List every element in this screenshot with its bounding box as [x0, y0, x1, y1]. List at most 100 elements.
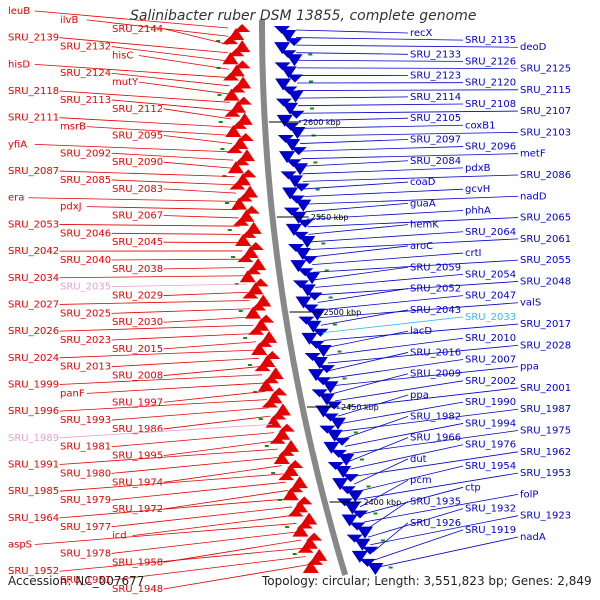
gene-feature-right: [274, 26, 291, 34]
gene-leader-left: [111, 179, 236, 186]
gene-feature-right: [275, 78, 292, 91]
gene-leader-right: [296, 44, 519, 48]
gene-label-left: SRU_1993: [60, 415, 111, 426]
gene-leader-right: [376, 536, 519, 568]
gene-feature-left: [226, 145, 243, 154]
gene-label-left: SRU_2083: [112, 184, 163, 195]
gene-label-left: SRU_2046: [60, 228, 111, 239]
gene-feature-right: [341, 514, 358, 527]
gene-leader-left: [59, 498, 290, 519]
gene-leader-left: [163, 415, 271, 430]
gene-leader-right: [336, 387, 519, 409]
gene-label-right: SRU_1987: [520, 404, 571, 415]
gene-leader-right: [344, 423, 464, 447]
gene-feature-right: [332, 478, 349, 491]
gene-feature-left: [234, 40, 251, 53]
gene-feature-right: [362, 546, 379, 555]
gene-label-left: SRU_1958: [112, 557, 163, 568]
gene-leader-right: [302, 167, 464, 175]
feature-tick: [380, 539, 385, 542]
gene-label-right: SRU_2048: [520, 276, 571, 287]
gene-label-right: SRU_2096: [465, 142, 516, 153]
gene-feature-right: [279, 151, 296, 164]
gene-feature-right: [301, 332, 318, 345]
gene-leader-right: [329, 352, 409, 372]
gene-leader-left: [59, 170, 235, 178]
gene-leader-right: [355, 465, 464, 493]
feature-tick: [243, 337, 248, 339]
gene-label-left: SRU_2118: [8, 86, 59, 97]
gene-feature-right: [299, 284, 316, 297]
gene-leader-left: [163, 267, 245, 270]
gene-feature-left: [232, 217, 249, 226]
gene-label-right: SRU_1994: [465, 418, 516, 429]
gene-leader-left: [111, 152, 234, 161]
gene-feature-right: [322, 413, 339, 422]
gene-label-left: SRU_2040: [60, 255, 111, 266]
gene-feature-right: [305, 320, 322, 333]
gene-feature-right: [283, 207, 300, 216]
gene-feature-right: [277, 135, 294, 143]
gene-feature-right: [347, 490, 364, 503]
gene-feature-left: [235, 76, 252, 89]
gene-feature-left: [227, 161, 244, 174]
gene-leader-right: [301, 153, 519, 160]
gene-leader-right: [311, 245, 409, 258]
gene-label-left: SRU_1985: [8, 486, 59, 497]
gene-label-left: SRU_1991: [8, 460, 59, 471]
gene-feature-left: [238, 209, 255, 222]
gene-leader-left: [59, 117, 232, 128]
gene-leader-left: [111, 481, 286, 501]
gene-feature-right: [315, 377, 332, 386]
gene-label-right: SRU_2059: [410, 262, 461, 273]
gene-leader-right: [348, 437, 409, 462]
gene-label-right: SRU_2105: [410, 113, 461, 124]
gene-leader-left: [163, 564, 309, 590]
gene-feature-right: [367, 562, 384, 575]
gene-feature-right: [295, 199, 312, 212]
gene-label-left: SRU_2132: [60, 42, 111, 53]
gene-leader-right: [313, 259, 519, 273]
gene-feature-left: [235, 96, 252, 105]
gene-label-left: SRU_2092: [60, 148, 111, 159]
gene-leader-left: [34, 63, 229, 78]
gene-leader-right: [339, 401, 464, 425]
gene-leader-right: [323, 323, 519, 341]
gene-feature-right: [301, 256, 318, 265]
gene-leader-right: [297, 96, 409, 99]
gene-feature-right: [280, 50, 297, 59]
gene-feature-left: [232, 137, 249, 150]
gene-label-left: SRU_1964: [8, 513, 59, 524]
gene-leader-right: [332, 366, 519, 387]
gene-label-left: icd: [112, 531, 127, 542]
gene-feature-right: [274, 42, 291, 55]
gene-label-right: coxB1: [465, 120, 495, 131]
gene-leader-right: [333, 373, 409, 394]
gene-leader-right: [350, 444, 464, 470]
gene-feature-left: [287, 508, 304, 517]
gene-label-right: SRU_2084: [410, 156, 461, 167]
gene-feature-right: [280, 171, 297, 180]
gene-feature-left: [228, 48, 245, 57]
gene-label-right: dut: [410, 454, 427, 465]
gene-label-right: SRU_2135: [465, 35, 516, 46]
gene-feature-left: [222, 72, 239, 81]
gene-leader-right: [310, 238, 519, 250]
gene-leader-right: [368, 508, 464, 538]
gene-feature-right: [288, 110, 305, 119]
gene-feature-left: [228, 64, 245, 77]
gene-leader-left: [163, 188, 237, 194]
gene-label-left: SRU_2024: [8, 353, 59, 364]
gene-feature-right: [327, 462, 344, 470]
gene-leader-left: [28, 197, 237, 202]
gene-label-right: SRU_2064: [465, 227, 516, 238]
gene-leader-left: [111, 407, 269, 421]
gene-label-right: SRU_1935: [410, 497, 461, 508]
gene-label-left: SRU_1978: [60, 548, 111, 559]
gene-label-left: msrB: [60, 122, 86, 133]
gene-feature-right: [315, 344, 332, 357]
gene-leader-left: [86, 382, 264, 394]
gene-leader-right: [308, 224, 409, 235]
gene-label-left: SRU_1980: [60, 468, 111, 479]
